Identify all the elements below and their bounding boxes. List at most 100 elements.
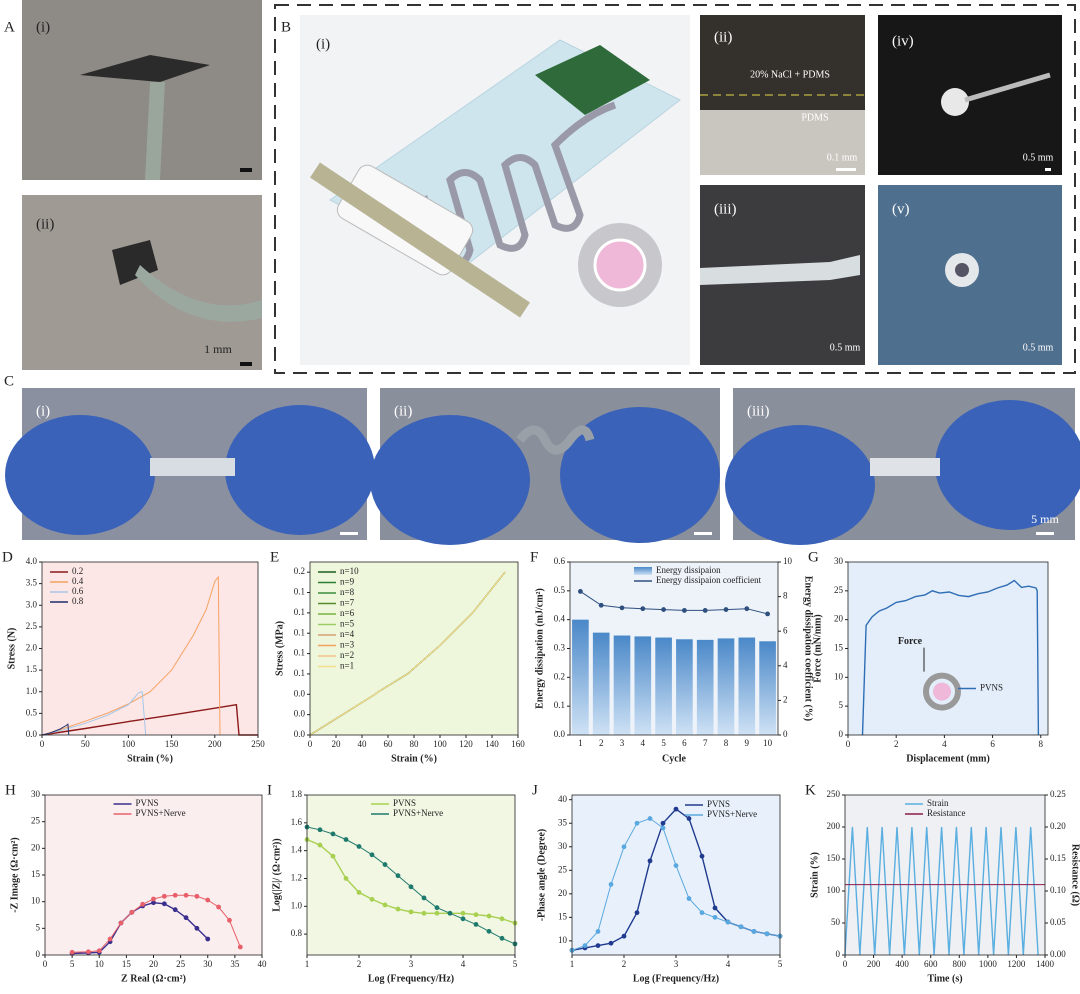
photo-label: (iii) [714,201,737,217]
marker [661,607,666,612]
scale-bar [1036,532,1054,535]
x-tick-label: 1000 [979,959,998,969]
marker [205,897,211,903]
marker [395,873,401,879]
plot-frame [847,561,1049,736]
scale-bar [836,168,856,171]
y-axis-label: Stress (N) [6,628,17,670]
panel-label: D [2,549,13,565]
legend-label: Energy dissipaion coefficient [656,575,762,585]
y-tick-label: 1.5 [26,664,38,674]
x-tick-label: 1400 [1036,959,1055,969]
panel-label: B [281,19,291,35]
marker [647,816,653,821]
panel-label: G [808,549,819,565]
x-tick-label: 140 [485,739,499,749]
y2-tick-label: 0 [783,729,788,739]
y-tick-label: 1.6 [291,817,303,827]
y2-tick-label: 10 [783,556,793,566]
sample [150,458,235,476]
x-tick-label: 160 [511,739,525,749]
y-tick-label: 0.0 [294,709,306,719]
series-line [861,579,1040,736]
legend-label: Strain [927,798,949,808]
photo [22,195,262,370]
x-tick-label: 2 [357,959,362,969]
marker [619,605,625,611]
series-line [41,691,147,736]
marker [621,933,627,939]
x-axis-label: Z Real (Ω·cm²) [121,973,186,984]
marker [183,892,189,898]
plot-frame [306,794,516,956]
y-tick-label: 0.1 [294,607,305,617]
y-tick-label: 1.4 [291,845,303,855]
bar [655,637,672,735]
scale-bar [240,168,252,172]
legend-label: n=7 [340,598,355,608]
marker [382,862,388,867]
x-tick-label: 20 [149,959,159,969]
plot-background [45,795,262,955]
y-tick-label: 0 [36,949,41,959]
legend-label: Energy dissipaion [656,565,721,575]
y-tick-label: 50 [831,917,841,927]
marker [647,858,653,864]
marker [608,940,614,946]
marker [151,896,156,902]
x-tick-label: 20 [332,739,342,749]
scale-bar [1045,168,1051,171]
marker [486,928,492,934]
marker [369,896,375,902]
x-tick-label: 35 [230,959,240,969]
x-axis-label: Cycle [662,753,686,764]
x-tick-label: 5 [661,738,666,748]
rod [310,162,530,318]
marker [161,893,167,899]
marker [673,806,679,812]
x-tick-label: 6 [990,739,995,749]
y-tick-label: 0.1 [294,587,305,597]
x-tick-label: 0 [846,739,851,749]
x-tick-label: 3 [409,959,414,969]
x-tick-label: 200 [867,959,881,969]
y2-axis-label: Energy dissipation coefficient (%) [803,576,814,721]
y-tick-label: 0.6 [554,556,566,566]
photo [22,0,262,180]
x-tick-label: 3 [620,738,625,748]
marker [686,896,692,901]
marker [96,948,102,954]
y-tick-label: 20 [834,614,844,624]
plot-frame [571,794,781,956]
marker [69,949,75,955]
bar [572,619,589,735]
x-tick-label: 40 [358,739,368,749]
x-axis-label: Log (Frequency/Hz) [368,973,454,984]
photo-label: (ii) [394,403,412,419]
marker [205,936,211,942]
nerve [593,238,647,292]
marker [194,893,200,899]
x-tick-label: 1 [305,959,310,969]
y-axis-label: Log(|Z|/ (Ω·cm²)) [271,838,282,911]
x-tick-label: 1 [578,738,583,748]
scale-text: 5 mm [1031,512,1059,526]
photo-label: (iv) [892,33,914,49]
marker [395,906,401,912]
legend-swatch [634,567,652,575]
y2-tick-label: 0.05 [1050,917,1066,927]
annotation: Force [898,636,923,647]
marker [129,909,135,915]
marker [421,895,427,901]
marker [151,900,156,906]
series-line [580,590,768,615]
x-tick-label: 0 [843,959,848,969]
bar [696,639,714,735]
bar [759,641,776,735]
x-tick-label: 5 [70,959,75,969]
y-tick-label: 20 [31,842,41,852]
scale-text: 0.5 mm [830,342,861,353]
y2-tick-label: 0.15 [1050,853,1066,863]
x-tick-label: 2 [599,738,604,748]
photo-label: (i) [36,19,50,35]
